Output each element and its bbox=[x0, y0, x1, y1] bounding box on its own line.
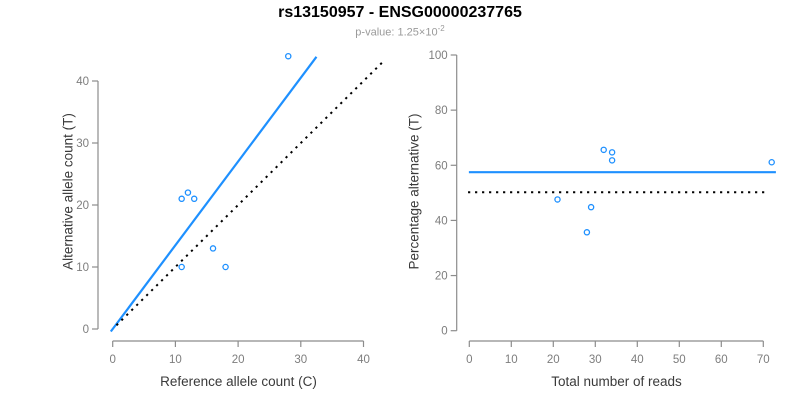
left-yaxis-label: Alternative allele count (T) bbox=[60, 113, 76, 270]
data-point bbox=[178, 195, 185, 203]
left-xaxis-label: Reference allele count (C) bbox=[160, 374, 317, 389]
data-point bbox=[209, 245, 217, 252]
y-tick-label: 60 bbox=[435, 160, 448, 172]
x-tick-label: 0 bbox=[466, 354, 472, 366]
y-tick-label: 20 bbox=[435, 271, 448, 283]
data-point bbox=[583, 229, 591, 236]
x-tick-label: 60 bbox=[715, 354, 728, 366]
p-value-text: p-value: 1.25×10 bbox=[355, 26, 438, 39]
x-tick-label: 30 bbox=[589, 354, 602, 366]
y-tick-label: 0 bbox=[83, 324, 89, 336]
y-tick-label: 20 bbox=[76, 200, 89, 212]
x-tick-label: 10 bbox=[169, 354, 182, 366]
x-tick-label: 40 bbox=[631, 354, 644, 366]
y-tick-label: 100 bbox=[429, 50, 448, 62]
x-tick-label: 20 bbox=[232, 354, 245, 366]
data-point bbox=[554, 196, 561, 203]
page-title: rs13150957 - ENSG00000237765 bbox=[278, 4, 522, 21]
data-point bbox=[768, 158, 775, 166]
p-value-exponent: -2 bbox=[437, 24, 445, 33]
data-point bbox=[608, 157, 616, 164]
data-point bbox=[600, 146, 607, 154]
y-tick-label: 40 bbox=[76, 76, 89, 88]
data-point bbox=[222, 263, 229, 271]
y-tick-label: 0 bbox=[441, 326, 447, 338]
data-point bbox=[178, 263, 185, 271]
x-tick-label: 0 bbox=[109, 354, 115, 366]
right-plot: 0 10 20 30 40 50 60 70 0 20 40 60 80 100 bbox=[429, 50, 776, 366]
left-plot: 0 10 20 30 40 0 10 20 30 40 bbox=[76, 52, 386, 366]
x-tick-label: 10 bbox=[505, 354, 518, 366]
x-tick-label: 70 bbox=[757, 354, 770, 366]
identity-line bbox=[115, 59, 386, 326]
x-tick-label: 50 bbox=[673, 354, 686, 366]
y-tick-label: 30 bbox=[76, 138, 89, 150]
data-point bbox=[587, 203, 595, 211]
data-point bbox=[285, 52, 292, 60]
y-tick-label: 40 bbox=[435, 215, 448, 227]
x-tick-label: 30 bbox=[294, 354, 307, 366]
fitted-ratio-line bbox=[109, 56, 318, 333]
data-point bbox=[184, 189, 192, 196]
data-point bbox=[190, 195, 198, 203]
right-xaxis-label: Total number of reads bbox=[551, 374, 682, 389]
right-yaxis-label: Percentage alternative (T) bbox=[406, 113, 422, 270]
x-tick-label: 20 bbox=[547, 354, 560, 366]
y-tick-label: 80 bbox=[435, 105, 448, 117]
x-tick-label: 40 bbox=[357, 354, 370, 366]
y-tick-label: 10 bbox=[76, 262, 89, 274]
p-value-subtitle: p-value: 1.25×10-2 bbox=[0, 24, 800, 39]
data-point bbox=[608, 149, 616, 156]
